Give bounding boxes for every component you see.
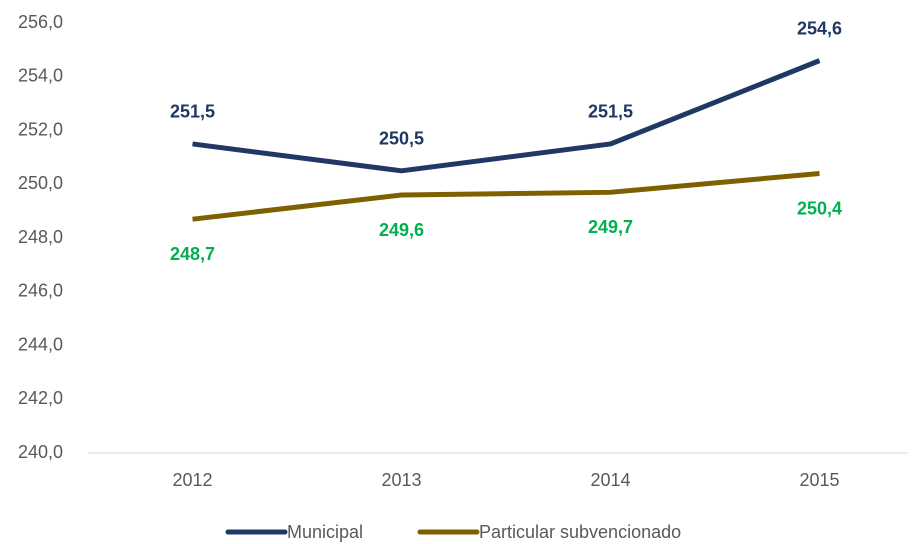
y-tick-label: 256,0 (18, 12, 63, 32)
y-tick-label: 244,0 (18, 334, 63, 354)
y-tick-label: 252,0 (18, 119, 63, 139)
series-line (192, 171, 820, 222)
data-label: 248,7 (170, 244, 215, 264)
y-tick-label: 248,0 (18, 227, 63, 247)
data-label: 250,4 (797, 198, 842, 218)
data-label: 250,5 (379, 129, 424, 149)
data-label: 249,6 (379, 220, 424, 240)
x-tick-label: 2014 (590, 470, 630, 490)
y-tick-label: 246,0 (18, 281, 63, 301)
series-line (192, 58, 821, 174)
x-tick-label: 2013 (381, 470, 421, 490)
y-tick-label: 254,0 (18, 66, 63, 86)
data-label: 251,5 (170, 102, 215, 122)
y-tick-label: 240,0 (18, 442, 63, 462)
data-label: 254,6 (797, 18, 842, 38)
legend-label: Particular subvencionado (479, 522, 681, 542)
x-tick-label: 2015 (799, 470, 839, 490)
data-label: 251,5 (588, 102, 633, 122)
x-tick-label: 2012 (172, 470, 212, 490)
y-tick-label: 250,0 (18, 173, 63, 193)
legend-label: Municipal (287, 522, 363, 542)
data-label: 249,7 (588, 217, 633, 237)
y-tick-label: 242,0 (18, 388, 63, 408)
